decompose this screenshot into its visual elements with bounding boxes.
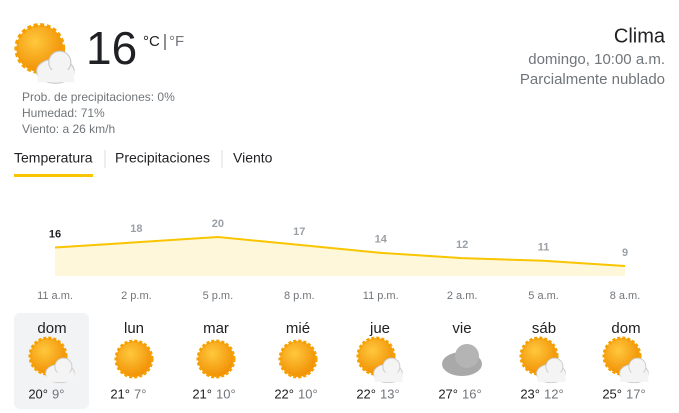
day-high: 22° [356,386,376,401]
unit-c[interactable]: °C [143,33,160,50]
wind: Viento: a 26 km/h [22,122,115,136]
day-name[interactable]: jue [369,320,390,337]
temperature-line [54,235,626,267]
day-high: 20° [28,386,48,401]
current-temp: 16 [86,22,137,74]
tab[interactable]: Temperatura [14,150,93,166]
day-low: 17° [626,386,646,401]
day-low: 10° [298,386,318,401]
x-tick-label: 2 p.m. [121,290,152,302]
tab[interactable]: Precipitaciones [115,150,210,166]
day-name[interactable]: vie [452,320,471,337]
day-name[interactable]: lun [124,320,144,337]
value-label: 20 [212,218,224,230]
day-name[interactable]: dom [611,320,640,337]
day-low: 10° [216,386,236,401]
day-high: 21° [192,386,212,401]
x-tick-label: 11 p.m. [363,290,399,302]
area-fill [55,237,625,276]
value-label: 12 [456,239,468,251]
unit-f[interactable]: °F [169,33,184,50]
value-label: 14 [375,234,388,246]
day-low: 7° [134,386,146,401]
day-low: 12° [544,386,564,401]
value-label: 18 [130,223,142,235]
day-name[interactable]: sáb [532,320,556,337]
precipitation: Prob. de precipitaciones: 0% [22,90,175,104]
day-high: 27° [438,386,458,401]
day-name[interactable]: mié [286,320,310,337]
x-tick-label: 5 p.m. [203,290,234,302]
day-low: 16° [462,386,482,401]
day-high: 25° [602,386,622,401]
day-low: 9° [52,386,64,401]
tab[interactable]: Viento [233,150,273,166]
current-icon [16,25,74,83]
value-label: 9 [622,247,628,259]
day-high: 22° [274,386,294,401]
x-tick-label: 8 p.m. [284,290,315,302]
title: Clima [614,25,666,47]
time: domingo, 10:00 a.m. [528,51,665,68]
day-high: 23° [520,386,540,401]
humidity: Humedad: 71% [22,106,105,120]
condition: Parcialmente nublado [520,71,665,88]
value-label: 17 [293,226,305,238]
tab-indicator [14,174,93,177]
value-label: 11 [538,242,550,254]
day-name[interactable]: dom [37,320,66,337]
day-low: 13° [380,386,400,401]
day-icons [30,338,648,383]
x-tick-label: 11 a.m. [37,290,73,302]
x-tick-label: 5 a.m. [528,290,559,302]
day-name[interactable]: mar [203,320,229,337]
day-high: 21° [110,386,130,401]
x-tick-label: 2 a.m. [447,290,478,302]
value-label: 16 [49,228,61,240]
x-tick-label: 8 a.m. [610,290,641,302]
